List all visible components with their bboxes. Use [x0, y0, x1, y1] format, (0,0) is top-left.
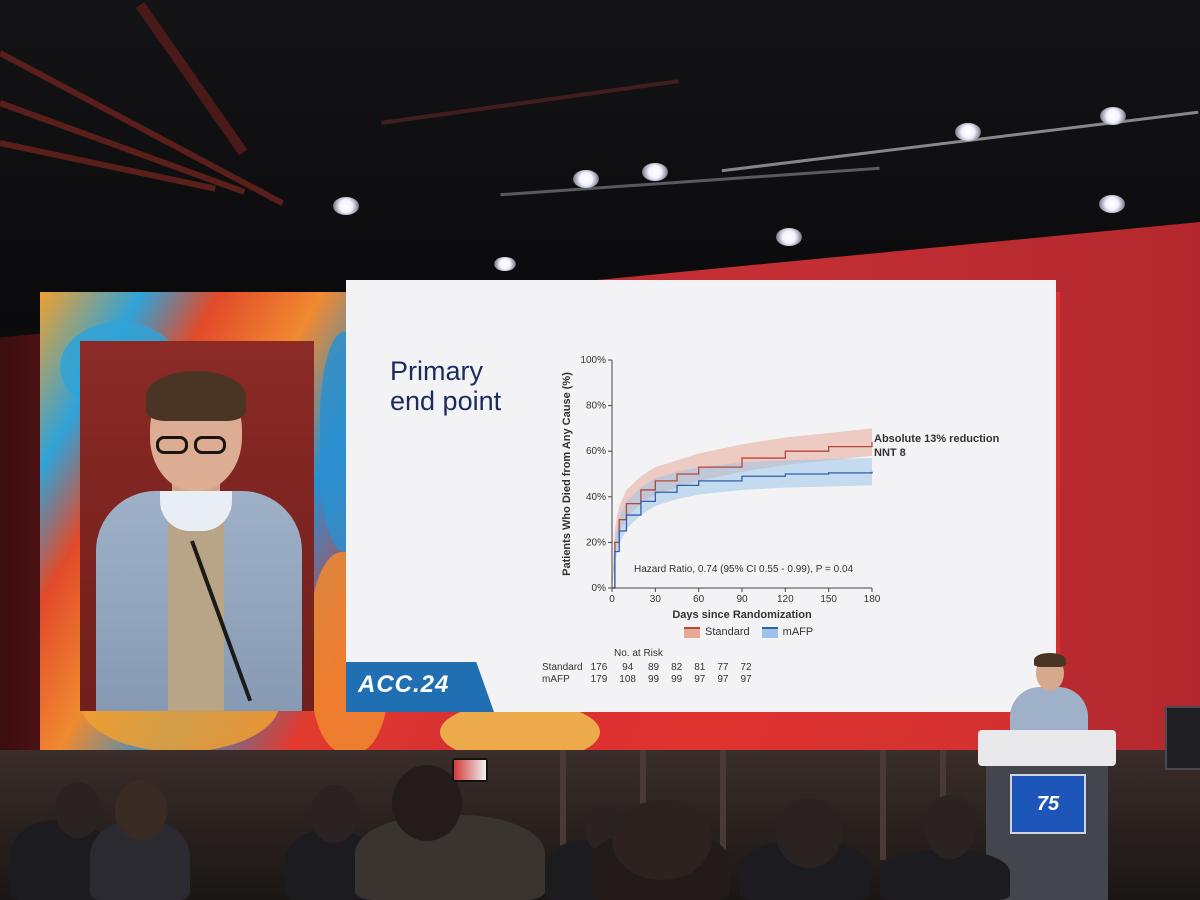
risk-table-title: No. at Risk — [614, 648, 663, 659]
risk-cell: 179 — [590, 674, 608, 685]
legend-item: mAFP — [761, 626, 814, 638]
spotlight — [642, 163, 668, 181]
risk-cell: 77 — [717, 662, 729, 673]
speaker-collar — [160, 491, 232, 531]
risk-cell: 72 — [740, 662, 752, 673]
risk-cell: 97 — [740, 674, 752, 685]
acc-logo-text: ACC.24 — [358, 671, 450, 698]
spotlight — [1100, 107, 1126, 125]
audience-member-head — [924, 795, 976, 859]
hazard-ratio-text: Hazard Ratio, 0.74 (95% CI 0.55 - 0.99),… — [634, 564, 854, 575]
ceiling-rail — [500, 166, 880, 197]
spotlight — [333, 197, 359, 215]
y-tick-label: 100% — [580, 355, 606, 366]
x-tick-label: 150 — [820, 594, 837, 605]
speaker-hair — [146, 371, 246, 421]
spotlight — [776, 228, 802, 246]
spotlight — [573, 170, 599, 188]
curtain-fold — [560, 750, 566, 860]
slide-title-line: Primary — [390, 356, 483, 386]
speaker-body — [1010, 687, 1088, 737]
y-tick-label: 40% — [586, 492, 606, 503]
risk-cell: 99 — [647, 674, 660, 685]
speaker-hair — [1034, 653, 1066, 667]
y-tick-label: 0% — [592, 583, 607, 594]
y-axis-label: Patients Who Died from Any Cause (%) — [561, 372, 573, 576]
risk-cell: 94 — [622, 662, 634, 673]
x-axis-label: Days since Randomization — [672, 609, 812, 620]
ceiling-rail — [381, 79, 679, 125]
audience-member-head — [776, 798, 842, 868]
venue-ceiling — [0, 0, 1200, 330]
chart-annotation: Absolute 13% reduction NNT 8 — [874, 432, 999, 460]
audience-member-head — [55, 782, 101, 838]
risk-cell: 81 — [694, 662, 706, 673]
ceiling-truss — [0, 50, 284, 206]
legend-label: mAFP — [782, 626, 814, 638]
risk-table-row: Standard 176 94 89 82 81 77 72 — [536, 662, 758, 674]
audience-member-head — [612, 800, 712, 880]
x-tick-label: 180 — [864, 594, 881, 605]
confidence-monitor — [1165, 706, 1200, 770]
x-tick-label: 30 — [650, 594, 662, 605]
speaker-on-stage — [1010, 653, 1090, 737]
audience-member-head — [392, 765, 462, 841]
risk-row-label: mAFP — [542, 674, 570, 685]
ci-band-standard — [612, 428, 872, 588]
spotlight — [1099, 195, 1125, 213]
x-tick-label: 60 — [693, 594, 705, 605]
risk-cell: 99 — [671, 674, 683, 685]
risk-cell: 82 — [671, 662, 683, 673]
speaker-glasses — [156, 436, 238, 456]
presentation-slide: Primary end point 0% 20% 40% 60% 80% 100% 0 30 6… — [346, 280, 1056, 712]
audience-member-head — [310, 785, 358, 843]
podium-sign: 75 — [1010, 774, 1086, 834]
curtain-fold — [880, 750, 886, 860]
annotation-line: Absolute 13% reduction — [874, 433, 1000, 445]
slide-title-line: end point — [390, 386, 502, 416]
x-tick-label: 90 — [736, 594, 748, 605]
slide-title: Primary end point — [390, 356, 590, 416]
podium-top — [978, 730, 1116, 766]
spotlight — [955, 123, 981, 141]
audience-member-head — [115, 780, 167, 840]
annotation-line: NNT 8 — [874, 447, 906, 459]
series-line-mafp — [612, 471, 873, 589]
legend-swatch — [684, 626, 700, 638]
risk-cell: 97 — [694, 674, 706, 685]
podium-sign-text: 75 — [1036, 792, 1060, 815]
risk-table: Standard 176 94 89 82 81 77 72 mAFP 179 108 99 99 97 9… — [536, 662, 758, 686]
risk-table-row: mAFP 179 108 99 99 97 97 97 — [536, 674, 758, 686]
curtain-fold — [720, 750, 726, 860]
legend-swatch — [761, 626, 778, 638]
series-line-standard — [612, 442, 873, 589]
spotlight — [494, 257, 516, 271]
kaplan-meier-chart: 0% 20% 40% 60% 80% 100% 0 30 60 90 120 150 180 Patie… — [561, 355, 881, 620]
risk-cell: 97 — [717, 674, 729, 685]
risk-cell: 176 — [590, 662, 608, 673]
legend-label: Standard — [705, 626, 750, 638]
chart-legend: Standard mAFP — [684, 626, 813, 638]
y-tick-label: 80% — [586, 401, 606, 412]
y-tick-label: 60% — [586, 446, 606, 457]
x-tick-label: 120 — [777, 594, 794, 605]
risk-cell: 89 — [647, 662, 660, 673]
risk-cell: 108 — [619, 674, 636, 685]
y-tick-label: 20% — [586, 537, 606, 548]
speaker-video-panel — [80, 341, 314, 711]
x-tick-label: 0 — [609, 594, 615, 605]
phone-camera — [452, 758, 488, 782]
risk-row-label: Standard — [542, 662, 583, 673]
acc-logo: ACC.24 — [346, 662, 494, 712]
ceiling-rail — [721, 110, 1199, 173]
legend-item: Standard — [684, 626, 750, 638]
